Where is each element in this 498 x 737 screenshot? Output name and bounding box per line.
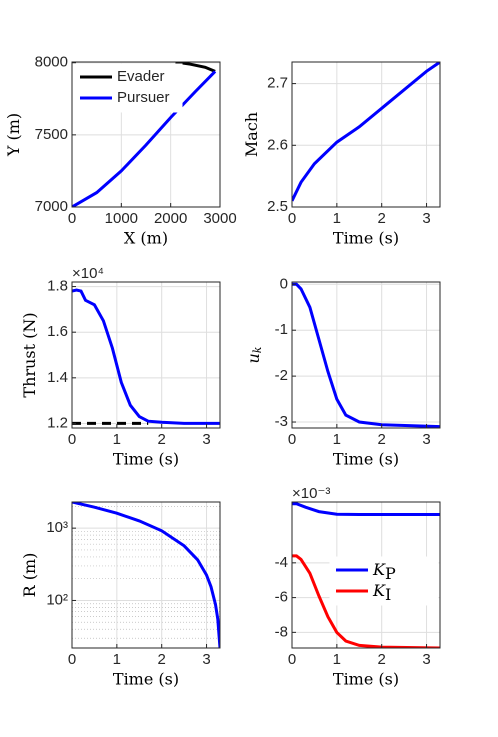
- x-tick-label: 3: [202, 651, 210, 668]
- y-tick-label: 2.6: [267, 136, 288, 153]
- y-tick-label: 10²: [46, 591, 68, 608]
- series-line: [292, 282, 440, 428]
- series-line: [292, 554, 440, 648]
- x-tick-label: 1: [113, 651, 121, 668]
- y-tick-label: 1.6: [47, 323, 68, 340]
- y-tick-label: -1: [275, 321, 288, 338]
- x-tick-label: 1: [333, 210, 341, 227]
- series-line: [72, 288, 220, 425]
- legend-label: KP: [372, 560, 396, 583]
- y-tick-label: 0: [280, 275, 288, 292]
- legend-label: Pursuer: [117, 89, 170, 106]
- x-tick-label: 1: [113, 431, 121, 448]
- x-tick-label: 3: [202, 431, 210, 448]
- y-tick-label: 7500: [35, 126, 68, 143]
- y-axis-label-main: Mach: [242, 112, 261, 157]
- y-tick-label: -4: [275, 554, 288, 571]
- legend-label-sub: I: [385, 585, 391, 604]
- axes-box: [291, 61, 441, 208]
- x-tick-label: 2: [158, 651, 166, 668]
- x-tick-label: 3: [422, 431, 430, 448]
- y-axis-label-main: Thrust (N): [20, 312, 39, 397]
- x-tick-label: 2: [378, 431, 386, 448]
- x-tick-label: 0: [68, 431, 76, 448]
- series-line: [292, 62, 440, 202]
- plot-area: [292, 62, 440, 207]
- y-tick-label: 1.8: [47, 278, 68, 295]
- y-axis-label: Y (m): [4, 113, 23, 157]
- y-tick-label: 7000: [35, 198, 68, 215]
- panel: 0 1 2 3 2.5 2.6 2.7 Time (s) Mach: [242, 61, 441, 248]
- x-tick-label: 0: [68, 651, 76, 668]
- series-line: [292, 502, 440, 516]
- legend-label: Evader: [117, 68, 165, 85]
- y-axis-label-sub: k: [251, 346, 264, 353]
- legend-label-main: K: [372, 581, 386, 600]
- panel: 0 1 2 3 1.2 1.4 1.6 1.8 Time (s) Thrust (N) ×10⁴: [20, 265, 221, 469]
- series-line: [72, 502, 220, 648]
- x-tick-label: 0: [288, 210, 296, 227]
- legend-label-sub: P: [385, 564, 396, 583]
- y-axis-label: uk: [244, 346, 265, 363]
- legend-label-main: Pursuer: [117, 89, 170, 106]
- x-tick-label: 2: [378, 651, 386, 668]
- x-tick-label: 1: [333, 431, 341, 448]
- x-tick-label: 0: [68, 210, 76, 227]
- x-tick-label: 2000: [154, 210, 187, 227]
- x-axis-label: Time (s): [333, 670, 399, 689]
- axes-box: [291, 501, 441, 649]
- y-tick-label: -8: [275, 623, 288, 640]
- y-axis-label: Mach: [242, 112, 261, 157]
- legend-label-main: Evader: [117, 68, 165, 85]
- axes-box: [71, 501, 221, 649]
- y-multiplier: ×10⁻³: [292, 485, 330, 502]
- x-tick-label: 3: [422, 651, 430, 668]
- x-axis-label: Time (s): [333, 229, 399, 248]
- legend-label-main: K: [372, 560, 386, 579]
- x-tick-label: 0: [288, 651, 296, 668]
- legend-box: [73, 63, 183, 113]
- plot-area: [72, 502, 220, 648]
- y-multiplier: ×10⁴: [72, 265, 104, 282]
- x-tick-label: 2: [378, 210, 386, 227]
- y-tick-label: 2.7: [267, 75, 288, 92]
- y-tick-label: 10³: [46, 519, 68, 536]
- x-tick-label: 1: [333, 651, 341, 668]
- x-axis-label: Time (s): [333, 450, 399, 469]
- legend-label: KI: [372, 581, 391, 604]
- x-axis-label: Time (s): [113, 670, 179, 689]
- y-tick-label: 1.4: [47, 369, 68, 386]
- y-tick-label: -6: [275, 589, 288, 606]
- y-axis-label-main: R (m): [20, 553, 39, 598]
- x-tick-label: 2: [158, 431, 166, 448]
- panel: 0 1 2 3 10² 10³ Time (s) R (m): [20, 501, 221, 689]
- y-tick-label: 1.2: [47, 414, 68, 431]
- x-tick-label: 0: [288, 431, 296, 448]
- y-tick-label: -3: [275, 413, 288, 430]
- series-line: [175, 62, 216, 73]
- x-tick-label: 3: [422, 210, 430, 227]
- axes-box: [71, 281, 221, 429]
- x-tick-label: 3000: [203, 210, 236, 227]
- y-tick-label: -2: [275, 367, 288, 384]
- y-axis-label: R (m): [20, 553, 39, 598]
- x-axis-label: X (m): [124, 229, 168, 248]
- axes-box: [291, 281, 441, 429]
- series-line: [72, 70, 217, 207]
- y-tick-label: 8000: [35, 54, 68, 71]
- x-axis-label: Time (s): [113, 450, 179, 469]
- y-axis-label-main: Y (m): [4, 113, 23, 157]
- x-tick-label: 1000: [105, 210, 138, 227]
- legend-box: [329, 556, 439, 606]
- y-axis-label-main: u: [244, 353, 263, 363]
- y-tick-label: 2.5: [267, 198, 288, 215]
- panel: 0 1000 2000 3000 7000 7500 8000 X (m) Y (m) Evade…: [4, 54, 237, 248]
- panel: 0 1 2 3 -3 -2 -1 0 Time (s) uk: [244, 275, 441, 469]
- plot-area: [292, 282, 440, 428]
- y-axis-label: Thrust (N): [20, 312, 39, 397]
